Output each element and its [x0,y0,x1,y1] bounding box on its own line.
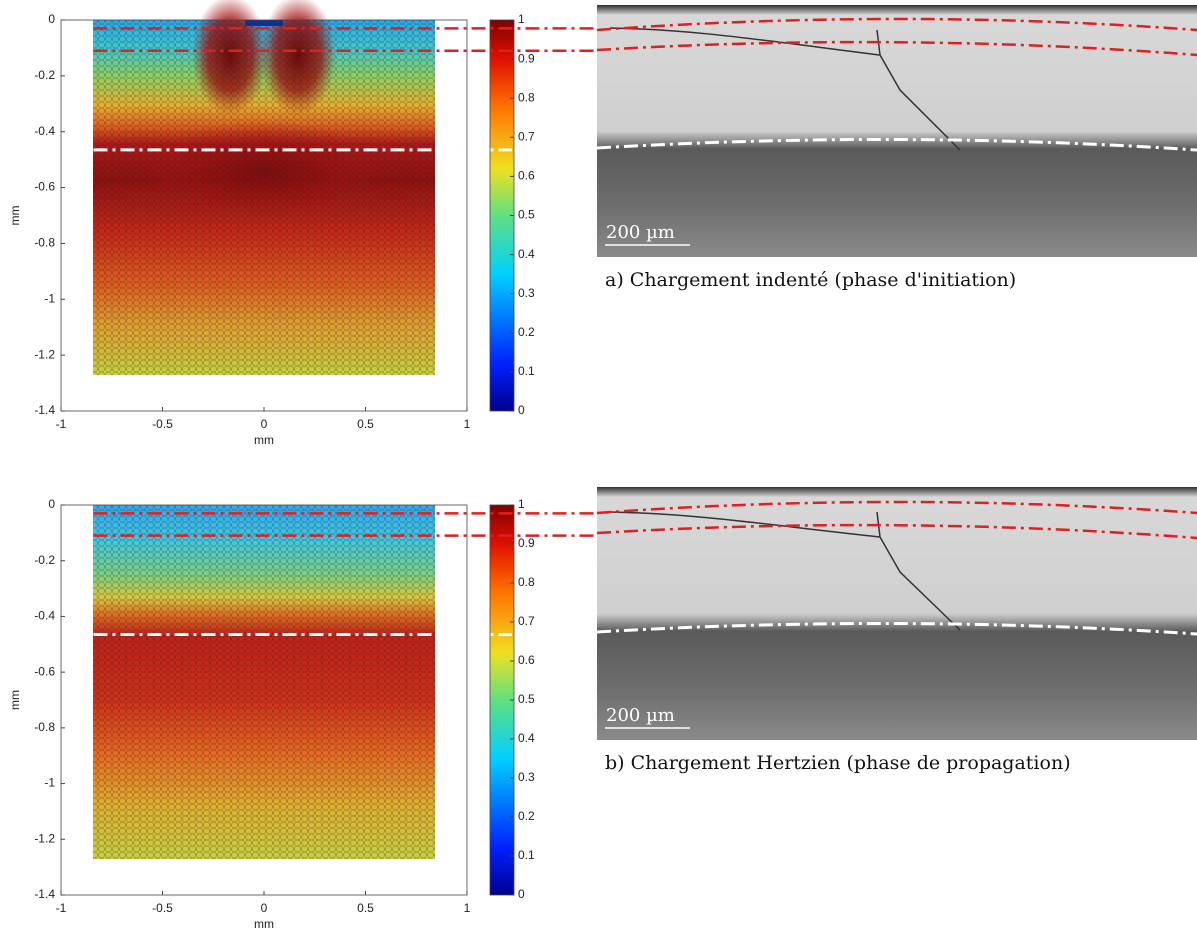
colorbar-tick-label: 0.7 [518,129,535,143]
colorbar-tick-label: 0.2 [518,809,535,823]
caption: a) Chargement indenté (phase d'initiatio… [605,269,1016,291]
x-tick-label: 0 [261,901,268,915]
y-tick-label: -0.8 [34,236,55,250]
y-tick-label: 0 [48,497,55,511]
x-axis-label: mm [254,433,274,447]
x-axis-label: mm [254,917,274,931]
y-axis-label: mm [8,690,22,710]
colorbar-tick-label: 0.3 [518,770,535,784]
field-map [93,0,435,375]
x-tick-label: 0.5 [357,417,374,431]
colorbar-tick-label: 0.8 [518,575,535,589]
y-tick-label: -0.6 [34,664,55,678]
colorbar-tick-label: 0.3 [518,286,535,300]
y-tick-label: -1 [44,776,55,790]
colorbar-tick-label: 0 [518,403,525,417]
y-tick-label: -0.4 [34,124,55,138]
x-tick-label: 1 [464,417,471,431]
caption: b) Chargement Hertzien (phase de propaga… [605,752,1071,774]
y-axis-label: mm [8,206,22,226]
colorbar-tick-label: 0.9 [518,536,535,550]
colorbar-tick-label: 0.5 [518,692,535,706]
colorbar-tick-label: 0.1 [518,848,535,862]
x-tick-label: -1 [56,901,67,915]
colorbar-tick-label: 0.1 [518,364,535,378]
scale-bar-label: 200 µm [606,705,675,726]
y-tick-label: -0.8 [34,720,55,734]
y-tick-label: 0 [48,12,55,26]
colorbar-tick-label: 0.9 [518,51,535,65]
micrograph [596,5,1197,257]
colorbar-tick-label: 0.2 [518,325,535,339]
x-tick-label: 0 [261,417,268,431]
colorbar-tick-label: 0.4 [518,731,535,745]
colorbar-tick-label: 0.7 [518,614,535,628]
colorbar [489,504,515,896]
x-tick-label: -0.5 [152,417,173,431]
colorbar-tick-label: 0.6 [518,653,535,667]
x-tick-label: 0.5 [357,901,374,915]
y-tick-label: -0.6 [34,180,55,194]
colorbar-tick-label: 0 [518,887,525,901]
micrograph [596,487,1197,740]
y-tick-label: -0.2 [34,553,55,567]
colorbar-tick-label: 1 [518,12,525,26]
y-tick-label: -1 [44,291,55,305]
y-tick-label: -0.2 [34,68,55,82]
x-tick-label: 1 [464,901,471,915]
field-map [93,505,435,859]
colorbar-tick-label: 0.8 [518,90,535,104]
y-tick-label: -1.4 [34,887,55,901]
y-tick-label: -1.2 [34,347,55,361]
colorbar-tick-label: 1 [518,497,525,511]
colorbar-tick-label: 0.6 [518,169,535,183]
colorbar-tick-label: 0.5 [518,208,535,222]
y-tick-label: -1.4 [34,403,55,417]
y-tick-label: -0.4 [34,609,55,623]
y-tick-label: -1.2 [34,831,55,845]
x-tick-label: -1 [56,417,67,431]
x-tick-label: -0.5 [152,901,173,915]
colorbar-tick-label: 0.4 [518,247,535,261]
scale-bar-label: 200 µm [606,222,675,243]
